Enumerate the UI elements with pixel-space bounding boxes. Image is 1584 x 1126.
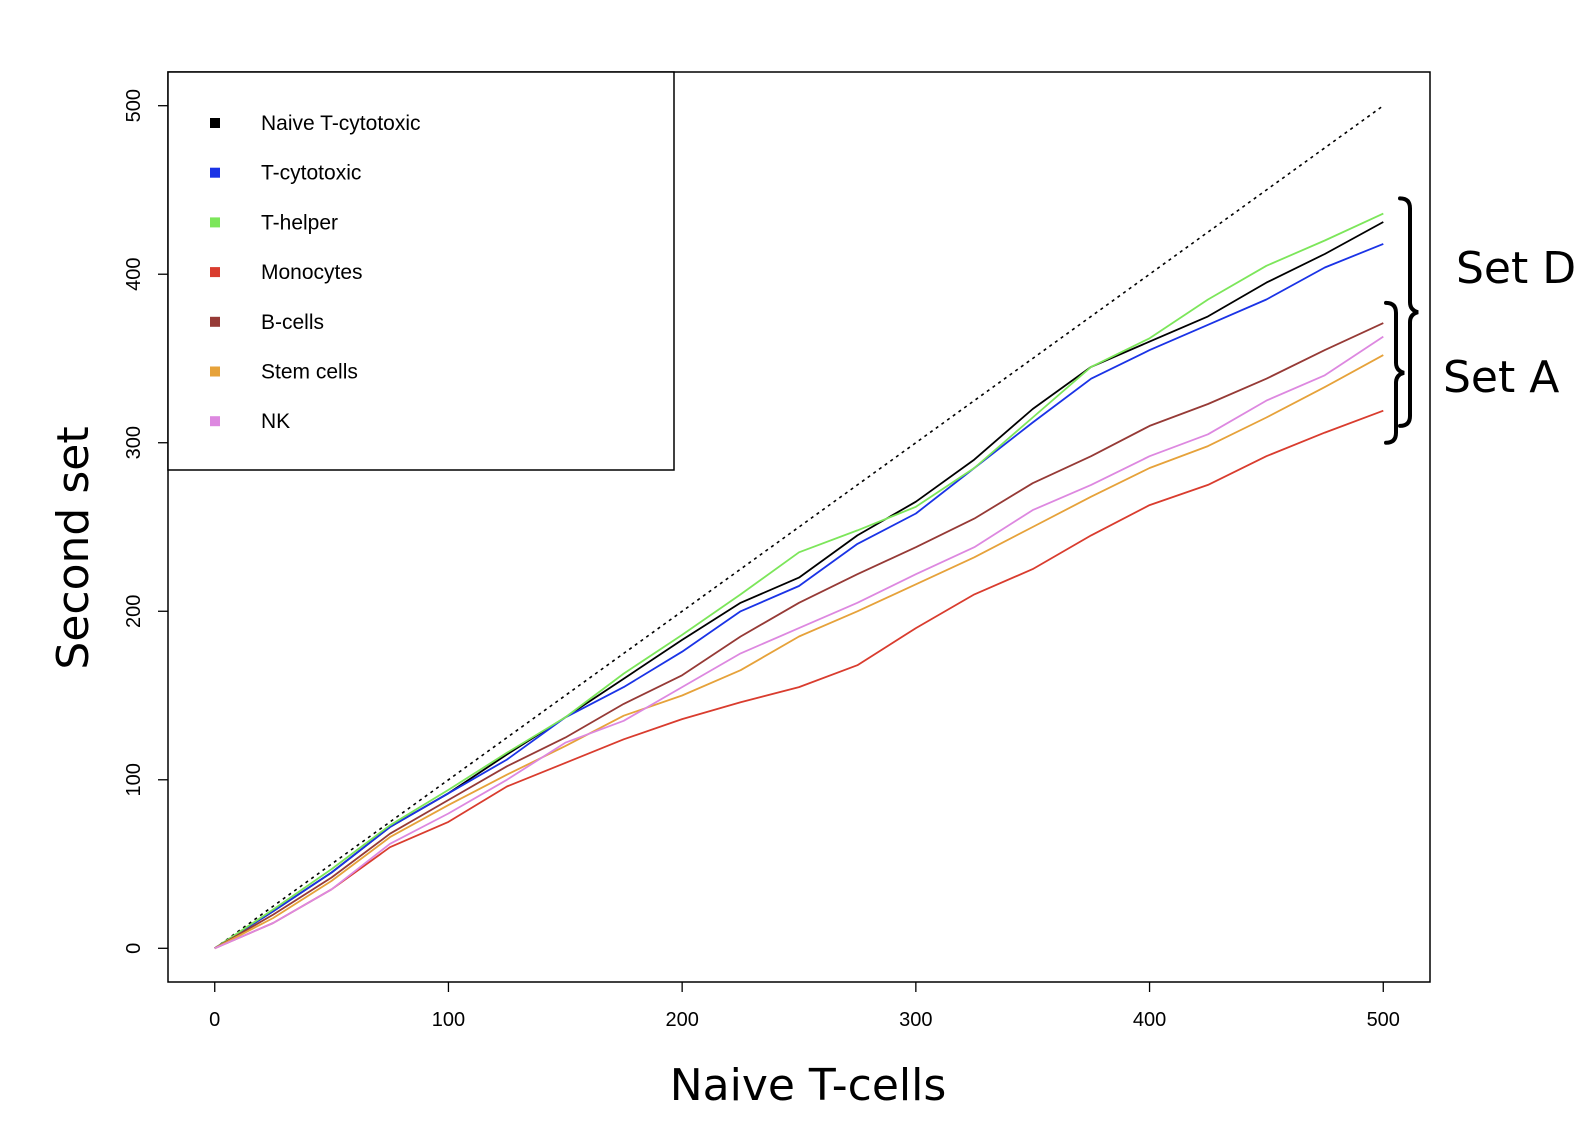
legend-label: T-helper bbox=[261, 211, 338, 234]
legend-swatch bbox=[210, 316, 220, 327]
legend-label: Naive T-cytotoxic bbox=[261, 112, 421, 135]
series-line-t-cytotoxic bbox=[214, 243, 1384, 950]
legend-label: NK bbox=[261, 410, 290, 433]
bracket-label-set-d: Set D bbox=[1456, 243, 1576, 294]
x-tick-label: 200 bbox=[665, 1009, 698, 1031]
x-tick-label: 400 bbox=[1133, 1009, 1166, 1031]
legend-swatch bbox=[210, 167, 220, 178]
legend-swatch bbox=[210, 267, 220, 278]
x-tick-label: 300 bbox=[899, 1009, 932, 1031]
legend-swatch bbox=[210, 366, 220, 377]
x-tick-label: 100 bbox=[432, 1009, 465, 1031]
x-tick-label: 500 bbox=[1367, 1009, 1400, 1031]
legend-swatch bbox=[210, 217, 220, 228]
bracket-set-d bbox=[1398, 196, 1419, 428]
y-tick-label: 300 bbox=[123, 426, 145, 459]
y-tick-label: 500 bbox=[123, 89, 145, 122]
x-axis-title: Naive T-cells bbox=[670, 1060, 947, 1111]
identity-reference-line bbox=[214, 105, 1384, 949]
y-tick-label: 100 bbox=[123, 763, 145, 796]
legend-label: Monocytes bbox=[261, 261, 363, 284]
plot-frame bbox=[167, 71, 1431, 983]
series-line-monocytes bbox=[214, 409, 1384, 950]
bracket-set-a bbox=[1384, 300, 1405, 445]
legend-label: T-cytotoxic bbox=[261, 162, 361, 185]
legend-label: Stem cells bbox=[261, 361, 358, 384]
x-tick-label: 0 bbox=[209, 1009, 220, 1031]
y-tick-label: 200 bbox=[123, 595, 145, 628]
legend-box bbox=[167, 71, 675, 471]
legend-swatch bbox=[210, 118, 220, 128]
series-line-nk bbox=[214, 335, 1384, 950]
series-line-t-helper bbox=[214, 212, 1384, 950]
bracket-label-set-a: Set A bbox=[1443, 352, 1559, 403]
legend-swatch bbox=[210, 416, 220, 427]
y-axis-title: Second set bbox=[48, 426, 99, 669]
y-tick-label: 0 bbox=[123, 943, 145, 954]
series-line-b-cells bbox=[214, 322, 1384, 950]
y-tick-label: 400 bbox=[123, 258, 145, 291]
legend-label: B-cells bbox=[261, 311, 324, 334]
series-line-stem-cells bbox=[214, 354, 1384, 950]
